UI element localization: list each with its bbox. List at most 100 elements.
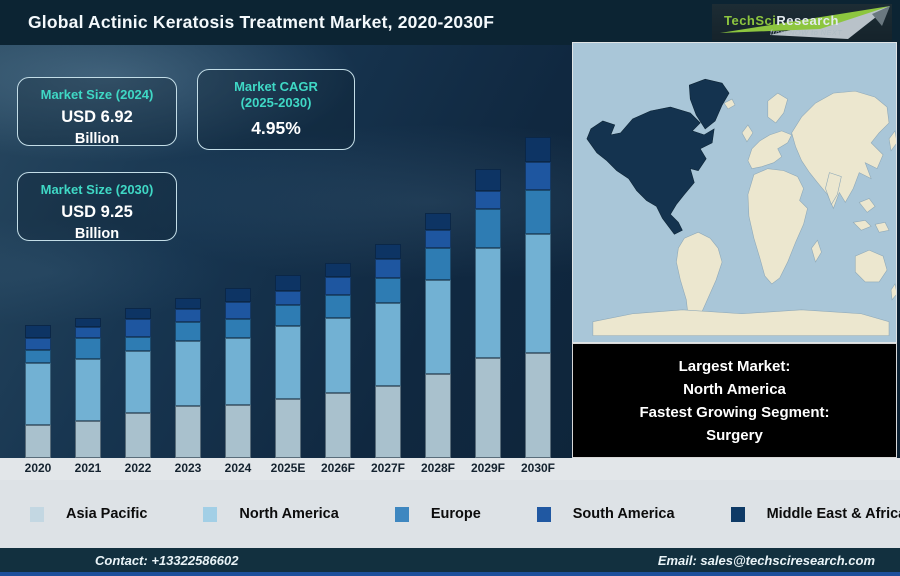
bar-segment-south-america [525,162,551,190]
map-australia [854,249,888,283]
header: Global Actinic Keratosis Treatment Marke… [0,0,900,45]
bar-segment-north-america [525,234,551,353]
world-map-panel [572,42,897,343]
bar-segment-europe [275,305,301,326]
bar-2028F [425,213,451,458]
bar-segment-middle-east-africa [75,318,101,327]
bar-segment-north-america [75,359,101,421]
world-map [573,43,896,342]
bar-2020 [25,325,51,458]
bar-segment-asia-pacific [525,353,551,458]
bar-segment-asia-pacific [275,399,301,458]
legend-swatch-icon [203,506,218,522]
bar-segment-middle-east-africa [225,288,251,302]
bar-segment-europe [25,350,51,363]
stat-label: Market Size (2024) [40,87,154,102]
stat-unit: Billion [74,226,120,243]
map-southeast-asia [858,198,876,213]
footer-email: Email: sales@techsciresearch.com [657,553,875,568]
chart-legend: Asia Pacific North America Europe South Ame… [0,506,900,522]
bar-2030F [525,137,551,458]
bar-segment-asia-pacific [375,386,401,458]
legend-label: Europe [430,506,481,522]
x-axis-label-2023: 2023 [174,461,202,475]
highlight-line-fastest-segment-value: Surgery [706,426,763,444]
bar-segment-europe [325,295,351,318]
bar-segment-europe [175,322,201,341]
bar-segment-europe [525,190,551,234]
stat-label: Market Size (2030) [40,182,154,197]
bar-segment-north-america [325,318,351,393]
x-axis-label-2027F: 2027F [370,461,406,475]
bar-segment-middle-east-africa [175,298,201,309]
bar-segment-middle-east-africa [525,137,551,162]
x-axis-label-2025E: 2025E [270,461,306,475]
footer: Contact: +13322586602 Email: sales@techs… [0,548,900,576]
bar-segment-north-america [275,326,301,399]
logo-brand-primary: TechSci [724,13,777,28]
logo-arrow-icon [720,6,890,39]
map-madagascar [811,239,822,263]
bar-segment-middle-east-africa [325,263,351,277]
bar-segment-south-america [75,327,101,338]
map-india [825,172,842,206]
bar-segment-middle-east-africa [475,169,501,191]
legend-swatch-icon [730,506,745,522]
x-axis-label-2020: 2020 [24,461,52,475]
bar-segment-europe [75,338,101,359]
bar-segment-north-america [475,248,501,358]
stat-box-market-cagr: Market CAGR (2025-2030) 4.95% [197,69,355,150]
bar-segment-middle-east-africa [125,308,151,319]
legend-item-north-america: North America [203,506,339,522]
bar-segment-europe [425,248,451,280]
x-axis: 2020 2021 2022 2023 2024 2025E 2026F 2027F 2028F… [0,458,900,480]
bar-segment-europe [475,209,501,248]
bar-2027F [375,244,401,458]
stat-box-market-size-2024: Market Size (2024) USD 6.92 Billion [17,77,177,147]
map-africa [747,168,808,285]
legend-band: Asia Pacific North America Europe South Ame… [0,480,900,548]
page-title: Global Actinic Keratosis Treatment Marke… [28,12,495,32]
bar-segment-south-america [425,230,451,248]
map-north-america-highlight [586,78,730,235]
bar-segment-asia-pacific [425,374,451,458]
map-iceland [723,98,736,110]
highlight-line-fastest-segment-label: Fastest Growing Segment: [639,403,830,421]
x-axis-label-2030F: 2030F [520,461,556,475]
map-new-zealand [890,283,896,301]
map-uk [741,124,754,143]
highlight-box: Largest Market: North America Fastest Gr… [572,343,897,458]
stat-label-line1: Market CAGR [234,79,318,94]
map-landmasses [592,90,896,336]
highlight-line-largest-market-value: North America [683,380,786,398]
stat-label-line2: (2025-2030) [240,95,312,111]
bar-segment-asia-pacific [25,425,51,458]
bar-segment-asia-pacific [125,413,151,458]
bar-segment-south-america [125,319,151,337]
bar-2023 [175,298,201,458]
bar-segment-middle-east-africa [25,325,51,338]
bar-2021 [75,318,101,458]
bar-segment-asia-pacific [225,405,251,458]
legend-swatch-icon [394,506,409,522]
x-axis-label-2021: 2021 [74,461,102,475]
map-europe [747,130,793,169]
legend-item-south-america: South America [536,506,675,522]
bar-segment-north-america [375,303,401,386]
bar-segment-north-america [225,338,251,405]
bar-2024 [225,288,251,458]
map-greenland [688,78,730,130]
map-japan [888,130,896,152]
map-north-america-mainland [586,106,715,235]
x-axis-label-2029F: 2029F [470,461,506,475]
logo-wordmark: TechSciResearch [724,13,839,28]
logo-brand-secondary: Research [776,13,839,28]
map-antarctica [592,309,890,336]
bar-segment-asia-pacific [475,358,501,458]
bar-segment-asia-pacific [325,393,351,458]
x-axis-label-2028F: 2028F [420,461,456,475]
legend-swatch-icon [30,506,44,522]
bar-segment-south-america [375,259,401,278]
bar-segment-south-america [325,277,351,295]
